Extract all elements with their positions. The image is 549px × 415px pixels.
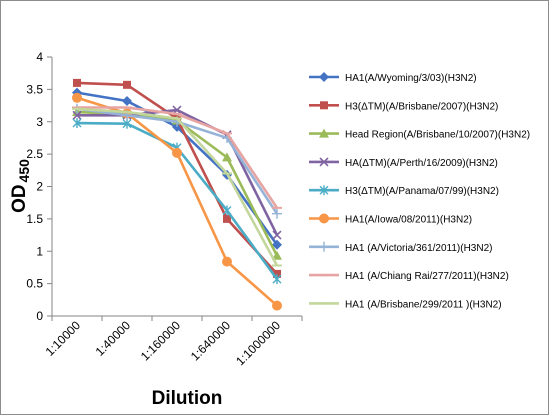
axes (47, 56, 303, 321)
legend-item: HA1 (A/Brisbane/299/2011 )(H3N2) (309, 299, 502, 310)
series (72, 107, 282, 267)
data-point (272, 300, 282, 311)
data-point (72, 118, 82, 129)
marker-x (272, 230, 282, 240)
legend-item: H3(ΔTM)(A/Panama/07/99)(H3N2) (309, 185, 499, 197)
marker-circle (319, 213, 329, 224)
x-tick-label: 1:640000 (188, 318, 234, 364)
legend-item: H3(ΔTM)(A/Brisbane/2007)(H3N2) (309, 101, 498, 112)
series-line (76, 110, 279, 257)
y-tick-labels: 0 0.5 1 1.5 2 2.5 3 3.5 4 (26, 50, 43, 323)
marker-square (123, 80, 131, 89)
y-tick-label: 0.5 (26, 277, 43, 291)
marker-triangle (222, 152, 232, 162)
data-point (319, 213, 329, 224)
marker-plus (319, 241, 329, 252)
legend-label: H3(ΔTM)(A/Brisbane/2007)(H3N2) (345, 101, 498, 112)
marker-square (73, 78, 81, 87)
y-tick-label: 0 (36, 309, 43, 323)
legend-label: HA1 (A/Chiang Rai/277/2011)(H3N2) (345, 271, 509, 282)
data-point (319, 128, 329, 138)
marker-diamond (319, 72, 329, 82)
marker-circle (222, 256, 232, 267)
legend-label: H3(ΔTM)(A/Panama/07/99)(H3N2) (345, 186, 499, 197)
series (72, 118, 282, 285)
data-point (172, 147, 182, 158)
data-point (319, 157, 329, 167)
marker-diamond (272, 239, 282, 250)
y-tick-label: 2 (36, 180, 43, 194)
marker-star (222, 205, 232, 216)
series-group (72, 78, 282, 311)
marker-square (320, 101, 328, 110)
y-tick-label: 4 (36, 50, 43, 64)
data-point (320, 101, 328, 110)
legend-label: HA1 (A/Brisbane/299/2011 )(H3N2) (345, 299, 502, 310)
y-tick-label: 1 (36, 244, 43, 258)
marker-star (122, 118, 132, 129)
marker-triangle (319, 128, 329, 138)
data-point (122, 96, 132, 107)
data-point (319, 72, 329, 82)
legend-label: HA1(A/Iowa/08/2011)(H3N2) (345, 215, 472, 226)
legend-item: HA(ΔTM)(A/Perth/16/2009)(H3N2) (309, 157, 498, 169)
svg-text:OD450: OD450 (9, 159, 32, 213)
data-point (272, 250, 282, 260)
data-point (319, 185, 329, 196)
x-axis-title: Dilution (152, 388, 223, 409)
x-tick-label: 1:10000 (43, 318, 84, 359)
x-tick-label: 1:160000 (138, 318, 184, 364)
marker-triangle (272, 250, 282, 260)
y-axis-title-main: OD (9, 184, 30, 213)
data-point (319, 241, 329, 252)
x-tick-labels: 1:10000 1:40000 1:160000 1:640000 1:1000000 (43, 318, 284, 368)
data-point (122, 118, 132, 129)
marker-square (223, 214, 231, 223)
marker-diamond (122, 96, 132, 107)
legend-item: HA1 (A/Victoria/361/2011)(H3N2) (309, 241, 492, 254)
data-point (223, 214, 231, 223)
data-point (222, 152, 232, 162)
legend-item: HA1(A/Wyoming/3/03)(H3N2) (309, 72, 477, 84)
marker-x (319, 157, 329, 167)
data-point (123, 80, 131, 89)
x-tick-label: 1:40000 (93, 318, 134, 359)
y-tick-label: 2.5 (26, 147, 43, 161)
series (72, 106, 282, 209)
data-point (73, 78, 81, 87)
marker-square (273, 269, 281, 278)
legend-label: HA(ΔTM)(A/Perth/16/2009)(H3N2) (345, 158, 498, 169)
data-point (72, 92, 82, 103)
marker-circle (272, 300, 282, 311)
marker-circle (172, 147, 182, 158)
data-point (222, 256, 232, 267)
marker-x (72, 110, 82, 120)
legend-item: HA1 (A/Chiang Rai/277/2011)(H3N2) (309, 271, 509, 282)
legend-label: HA1(A/Wyoming/3/03)(H3N2) (345, 73, 477, 84)
marker-star (72, 118, 82, 129)
data-point (272, 274, 282, 285)
data-point (72, 110, 82, 120)
legend-item: Head Region(A/Brisbane/10/2007)(H3N2) (309, 128, 530, 141)
data-point (222, 205, 232, 216)
legend: HA1(A/Wyoming/3/03)(H3N2) H3(ΔTM)(A/Brisb… (309, 72, 530, 310)
legend-item: HA1(A/Iowa/08/2011)(H3N2) (309, 213, 472, 226)
marker-circle (72, 92, 82, 103)
y-tick-label: 3.5 (26, 82, 43, 96)
x-tick-label: 1:1000000 (233, 318, 283, 368)
legend-label: HA1 (A/Victoria/361/2011)(H3N2) (345, 243, 492, 254)
data-point (273, 269, 281, 278)
y-tick-label: 1.5 (26, 212, 43, 226)
data-point (272, 230, 282, 240)
y-axis-title: OD450 (9, 159, 32, 213)
y-axis-title-subscript: 450 (16, 159, 32, 183)
marker-star (319, 185, 329, 196)
data-point (272, 239, 282, 250)
marker-star (272, 274, 282, 285)
legend-label: Head Region(A/Brisbane/10/2007)(H3N2) (345, 130, 530, 141)
data-point (272, 208, 282, 219)
marker-plus (272, 208, 282, 219)
y-tick-label: 3 (36, 115, 43, 129)
